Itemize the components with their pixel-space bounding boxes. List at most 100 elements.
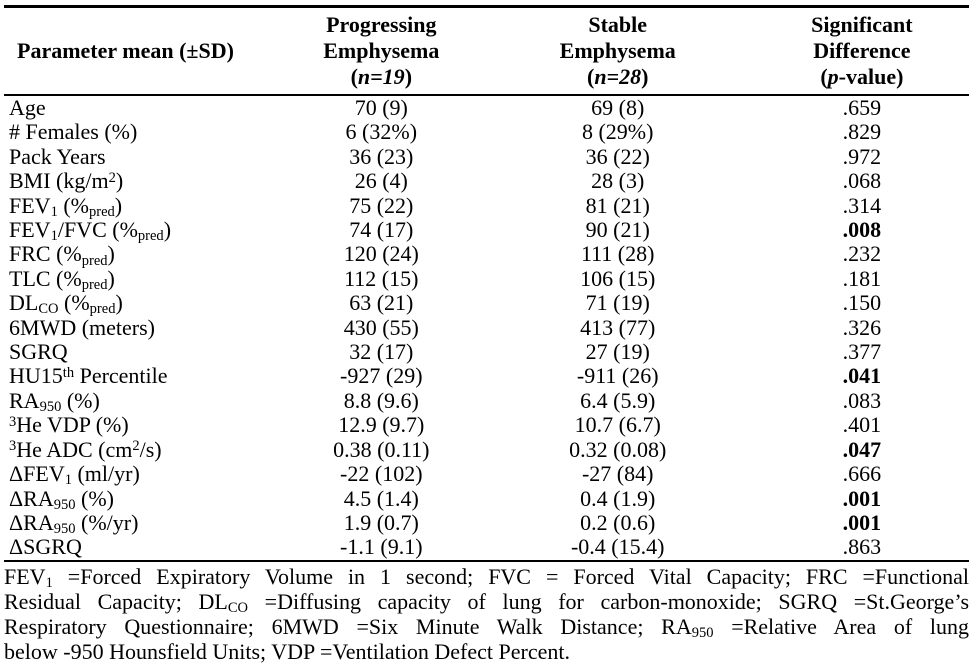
cell-parameter: FEV1 (%pred)	[9, 192, 123, 220]
cell-parameter: 3He VDP (%)	[9, 412, 129, 438]
cell-pvalue: .008	[842, 217, 882, 243]
cell-pvalue: .326	[842, 314, 882, 340]
table-row: ΔRA950 (%) 4.5 (1.4) 0.4 (1.9) .001	[4, 485, 969, 513]
cell-progressing: 0.38 (0.11)	[333, 436, 430, 462]
header-p-value: Significant Difference (p-value)	[754, 6, 969, 96]
cell-pvalue: .863	[754, 534, 969, 562]
cell-parameter: 6MWD (meters)	[9, 314, 156, 340]
cell-stable: -0.4 (15.4)	[480, 534, 755, 562]
table-header: Parameter mean (±SD) Progressing Emphysem…	[4, 6, 969, 96]
footnote-line: Respiratory Questionnaire; 6MWD =Six Min…	[4, 613, 969, 641]
cell-parameter: SGRQ	[9, 339, 68, 365]
cell-pvalue: .377	[842, 339, 882, 365]
cell-progressing: 36 (23)	[349, 143, 414, 169]
cell-progressing: -1.1 (9.1)	[281, 534, 481, 562]
cell-pvalue: .401	[842, 412, 882, 438]
table-row: 6MWD (meters) 430 (55) 413 (77) .326	[4, 314, 969, 340]
cell-pvalue: .001	[842, 485, 882, 511]
header-row: Parameter mean (±SD) Progressing Emphysem…	[4, 6, 969, 96]
cell-pvalue: .041	[842, 363, 882, 389]
table-row: ΔRA950 (%/yr) 1.9 (0.7) 0.2 (0.6) .001	[4, 509, 969, 536]
cell-pvalue: .666	[842, 461, 882, 487]
header-line: (n=19)	[350, 64, 413, 89]
cell-stable: -27 (84)	[581, 461, 654, 487]
header-line: Progressing	[326, 12, 437, 37]
cell-pvalue: .972	[842, 143, 882, 169]
table-row: RA950 (%) 8.8 (9.6) 6.4 (5.9) .083	[4, 387, 969, 414]
cell-progressing: -22 (102)	[340, 461, 423, 487]
cell-progressing: 75 (22)	[349, 192, 414, 218]
table-row: TLC (%pred) 112 (15) 106 (15) .181	[4, 265, 969, 294]
table-row: ΔSGRQ -1.1 (9.1) -0.4 (15.4) .863	[4, 534, 969, 562]
cell-parameter: # Females (%)	[9, 119, 138, 145]
cell-stable: 8 (29%)	[581, 119, 654, 145]
header-line: Difference	[813, 38, 911, 63]
cell-pvalue: .829	[842, 119, 882, 145]
cell-progressing: 26 (4)	[354, 168, 408, 194]
table-row: BMI (kg/m2) 26 (4) 28 (3) .068	[4, 168, 969, 194]
cell-progressing: 430 (55)	[343, 314, 419, 340]
cell-stable: 111 (28)	[580, 241, 655, 267]
cell-progressing: 63 (21)	[349, 290, 414, 316]
header-progressing-emphysema: Progressing Emphysema (n=19)	[281, 6, 481, 96]
cell-progressing: 4.5 (1.4)	[343, 485, 419, 511]
table-row: 3He ADC (cm2/s) 0.38 (0.11) 0.32 (0.08) …	[4, 436, 969, 462]
header-line: Parameter mean (±SD)	[17, 38, 234, 63]
cell-pvalue: .181	[842, 265, 882, 291]
header-line: (n=28)	[586, 64, 649, 89]
table-row: Age 70 (9) 69 (8) .659	[4, 95, 969, 120]
table-row: ΔFEV1 (ml/yr) -22 (102) -27 (84) .666	[4, 461, 969, 487]
cell-stable: 69 (8)	[591, 95, 645, 120]
cell-parameter: DLCO (%pred)	[9, 290, 123, 318]
table-row: SGRQ 32 (17) 27 (19) .377	[4, 339, 969, 365]
results-table: Parameter mean (±SD) Progressing Emphysem…	[4, 5, 969, 562]
cell-progressing: 112 (15)	[344, 265, 419, 291]
table-row: FEV1/FVC (%pred) 74 (17) 90 (21) .008	[4, 217, 969, 243]
cell-pvalue: .047	[842, 436, 882, 462]
cell-pvalue: .150	[842, 290, 882, 316]
cell-pvalue: .659	[842, 95, 882, 120]
cell-stable: 10.7 (6.7)	[574, 412, 661, 438]
cell-pvalue: .001	[842, 509, 882, 535]
cell-stable: -911 (26)	[576, 363, 659, 389]
cell-stable: 28 (3)	[591, 168, 645, 194]
cell-stable: 71 (19)	[585, 290, 650, 316]
cell-pvalue: .314	[842, 192, 882, 218]
cell-pvalue: .083	[842, 387, 882, 413]
header-stable-emphysema: Stable Emphysema (n=28)	[480, 6, 755, 96]
footnote-line: Residual Capacity; DLCO =Diffusing capac…	[4, 588, 969, 616]
header-line: Significant	[811, 12, 913, 37]
cell-progressing: 8.8 (9.6)	[343, 387, 419, 413]
cell-parameter: FRC (%pred)	[9, 241, 115, 269]
cell-progressing: 1.9 (0.7)	[343, 509, 419, 535]
cell-parameter: ΔRA950 (%)	[9, 485, 114, 513]
cell-parameter: BMI (kg/m2)	[9, 168, 124, 194]
cell-parameter: HU15th Percentile	[9, 363, 168, 389]
header-line: (p-value)	[820, 64, 904, 89]
table-row: FEV1 (%pred) 75 (22) 81 (21) .314	[4, 192, 969, 220]
table-row: DLCO (%pred) 63 (21) 71 (19) .150	[4, 290, 969, 318]
cell-parameter: Pack Years	[9, 143, 106, 169]
cell-stable: 6.4 (5.9)	[580, 387, 656, 413]
cell-progressing: 6 (32%)	[345, 119, 418, 145]
footnote-line: FEV1 =Forced Expiratory Volume in 1 seco…	[4, 563, 969, 591]
table-row: # Females (%) 6 (32%) 8 (29%) .829	[4, 119, 969, 145]
footnote: FEV1 =Forced Expiratory Volume in 1 seco…	[4, 564, 969, 664]
cell-progressing: 70 (9)	[354, 95, 408, 120]
cell-stable: 106 (15)	[580, 265, 656, 291]
paper-table-figure: Parameter mean (±SD) Progressing Emphysem…	[0, 5, 973, 664]
table-row: Pack Years 36 (23) 36 (22) .972	[4, 143, 969, 169]
cell-parameter: Age	[9, 95, 46, 120]
cell-progressing: 12.9 (9.7)	[338, 412, 425, 438]
cell-stable: 0.32 (0.08)	[569, 436, 667, 462]
cell-progressing: -927 (29)	[340, 363, 423, 389]
cell-stable: 90 (21)	[585, 217, 650, 243]
cell-parameter: TLC (%pred)	[9, 265, 115, 294]
table-row: 3He VDP (%) 12.9 (9.7) 10.7 (6.7) .401	[4, 412, 969, 438]
footnote-line: below -950 Hounsfield Units; VDP =Ventil…	[4, 638, 570, 664]
cell-stable: 0.4 (1.9)	[580, 485, 656, 511]
cell-stable: 81 (21)	[585, 192, 650, 218]
header-line: Emphysema	[559, 38, 676, 63]
cell-progressing: 74 (17)	[349, 217, 414, 243]
header-line: Stable	[588, 12, 648, 37]
